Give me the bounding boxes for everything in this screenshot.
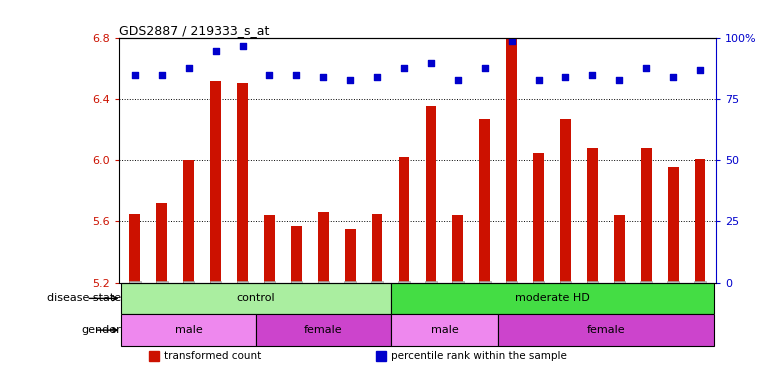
Bar: [264, 215, 275, 283]
Text: male: male: [175, 325, 202, 335]
Text: percentile rank within the sample: percentile rank within the sample: [391, 351, 567, 361]
Bar: [156, 203, 167, 283]
Bar: [587, 148, 597, 283]
Point: [237, 43, 249, 49]
Bar: [426, 106, 437, 283]
Bar: [398, 157, 409, 283]
Bar: [122, 283, 391, 314]
Text: gender: gender: [82, 325, 122, 335]
Point: [129, 72, 141, 78]
Bar: [668, 167, 679, 283]
Bar: [533, 153, 544, 283]
Text: GSM217787: GSM217787: [480, 283, 489, 334]
Point: [398, 65, 410, 71]
Bar: [560, 119, 571, 283]
Text: GSM217786: GSM217786: [453, 283, 463, 334]
Bar: [129, 214, 140, 283]
Text: GSM217773: GSM217773: [184, 283, 193, 334]
Text: GSM217784: GSM217784: [400, 283, 408, 334]
Text: transformed count: transformed count: [164, 351, 260, 361]
Text: GDS2887 / 219333_s_at: GDS2887 / 219333_s_at: [119, 24, 269, 37]
Text: female: female: [587, 325, 625, 335]
Point: [425, 60, 437, 66]
Text: GSM217783: GSM217783: [696, 283, 705, 334]
Text: female: female: [304, 325, 342, 335]
Point: [317, 74, 329, 81]
Bar: [480, 119, 490, 283]
Text: GSM217780: GSM217780: [615, 283, 624, 334]
Bar: [210, 81, 221, 283]
Bar: [122, 314, 256, 346]
Text: disease state: disease state: [47, 293, 122, 303]
Bar: [695, 159, 705, 283]
Text: GSM217782: GSM217782: [669, 283, 678, 334]
Point: [667, 74, 679, 81]
Text: GSM217771: GSM217771: [130, 283, 139, 334]
Point: [452, 77, 464, 83]
Point: [371, 74, 383, 81]
Bar: [291, 226, 302, 283]
Bar: [391, 314, 498, 346]
Bar: [372, 214, 382, 283]
Point: [506, 38, 518, 44]
Text: control: control: [237, 293, 275, 303]
Point: [209, 48, 221, 54]
Text: GSM217785: GSM217785: [427, 283, 435, 334]
Point: [694, 67, 706, 73]
Bar: [498, 314, 713, 346]
Point: [155, 72, 168, 78]
Text: male: male: [430, 325, 458, 335]
Point: [182, 65, 195, 71]
Point: [614, 77, 626, 83]
Bar: [318, 212, 329, 283]
Text: GSM217770: GSM217770: [372, 283, 381, 334]
Point: [264, 72, 276, 78]
Text: GSM217767: GSM217767: [292, 283, 301, 334]
Bar: [237, 83, 248, 283]
Text: GSM217768: GSM217768: [319, 283, 328, 334]
Text: GSM217769: GSM217769: [345, 283, 355, 334]
Point: [640, 65, 653, 71]
Bar: [391, 283, 713, 314]
Text: GSM217781: GSM217781: [642, 283, 651, 334]
Text: GSM217772: GSM217772: [157, 283, 166, 334]
Bar: [453, 215, 463, 283]
Point: [586, 72, 598, 78]
Bar: [183, 161, 194, 283]
Text: GSM217777: GSM217777: [534, 283, 543, 334]
Bar: [345, 229, 355, 283]
Point: [532, 77, 545, 83]
Bar: [375, 351, 386, 361]
Bar: [506, 35, 517, 283]
Text: GSM217774: GSM217774: [211, 283, 220, 334]
Point: [344, 77, 356, 83]
Text: GSM217775: GSM217775: [238, 283, 247, 334]
Bar: [149, 351, 159, 361]
Text: GSM217766: GSM217766: [265, 283, 274, 334]
Point: [290, 72, 303, 78]
Point: [479, 65, 491, 71]
Bar: [641, 148, 652, 283]
Text: GSM217779: GSM217779: [588, 283, 597, 334]
Text: GSM217776: GSM217776: [507, 283, 516, 334]
Bar: [614, 215, 625, 283]
Point: [559, 74, 571, 81]
Text: moderate HD: moderate HD: [515, 293, 589, 303]
Bar: [256, 314, 391, 346]
Text: GSM217778: GSM217778: [561, 283, 570, 334]
